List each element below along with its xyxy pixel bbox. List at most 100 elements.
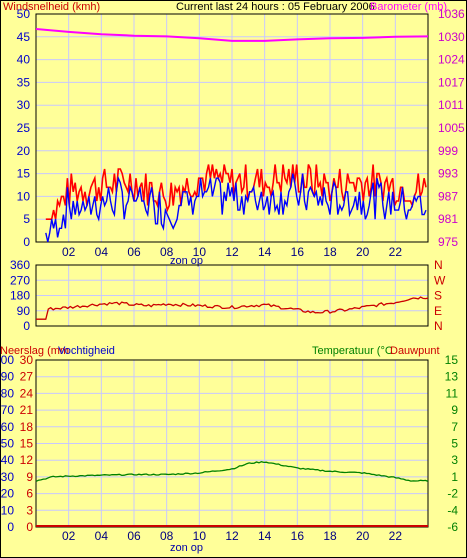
dewpoint-title: Dauwpunt (390, 345, 440, 357)
baro-tick-label: 981 (438, 212, 458, 226)
x-tick-label: 20 (356, 245, 370, 259)
temperature-tick-label: 13 (445, 370, 459, 384)
temperature-tick-label: 9 (451, 403, 458, 417)
wind-tick-label: 25 (17, 121, 31, 135)
baro-tick-label: 1011 (438, 98, 464, 112)
precip-tick-label: 6 (26, 487, 33, 501)
wind-tick-label: 5 (23, 212, 30, 226)
temperature-tick-label: -2 (447, 487, 458, 501)
humidity-tick-label: 50 (1, 437, 15, 451)
temperature-tick-label: 5 (451, 437, 458, 451)
precip-title: Neerslag (mm (0, 345, 70, 357)
panel-border (35, 13, 429, 243)
x-tick-label: 08 (160, 529, 174, 543)
x-tick-label: 04 (95, 529, 109, 543)
current-date-title: Current last 24 hours : 05 February 2006 (176, 1, 375, 13)
direction-tick-label: 0 (23, 319, 30, 333)
direction-tick-label: 180 (10, 289, 30, 303)
wind-tick-label: 15 (17, 167, 31, 181)
baro-tick-label: 1017 (438, 75, 465, 89)
humidity-tick-label: 20 (1, 487, 15, 501)
wind-title: Windsnelheid (kmh) (3, 1, 101, 13)
x-tick-label: 06 (127, 245, 141, 259)
sunrise-label-bottom: zon op (170, 542, 204, 554)
x-tick-label: 10 (193, 245, 207, 259)
x-tick-label: 18 (323, 529, 337, 543)
x-tick-label: 22 (389, 529, 403, 543)
precip-tick-label: 24 (20, 386, 34, 400)
wind-tick-label: 35 (17, 75, 31, 89)
baro-tick-label: 1005 (438, 121, 465, 135)
wind-average-line (45, 173, 427, 243)
precip-tick-label: 0 (26, 520, 33, 534)
barometer-title: Barometer (mb) (370, 1, 448, 13)
precip-tick-label: 12 (20, 453, 34, 467)
wind-tick-label: 20 (17, 144, 31, 158)
humidity-tick-label: 70 (1, 403, 15, 417)
humidity-tick-label: 100 (0, 353, 14, 367)
temperature-title: Temperatuur (°C (312, 345, 393, 357)
wind-tick-label: 50 (17, 7, 31, 21)
temperature-tick-label: 3 (451, 453, 458, 467)
x-tick-label: 22 (389, 245, 403, 259)
x-tick-label: 02 (62, 245, 76, 259)
precip-tick-label: 30 (20, 353, 34, 367)
temperature-tick-label: 15 (445, 353, 459, 367)
baro-tick-label: 999 (438, 144, 458, 158)
precip-tick-label: 27 (20, 370, 34, 384)
direction-tick-label: 90 (17, 304, 31, 318)
compass-tick-label: S (434, 289, 442, 303)
panel-border (35, 264, 429, 327)
x-tick-label: 10 (193, 529, 207, 543)
x-tick-label: 16 (291, 529, 305, 543)
humidity-tick-label: 30 (1, 470, 15, 484)
x-tick-label: 12 (225, 529, 239, 543)
temperature-tick-label: -6 (447, 520, 458, 534)
x-tick-label: 14 (258, 245, 272, 259)
barometer-line (35, 28, 429, 42)
x-tick-label: 14 (258, 529, 272, 543)
x-tick-label: 06 (127, 529, 141, 543)
x-tick-label: 02 (62, 529, 76, 543)
wind-tick-label: 0 (23, 235, 30, 249)
wind-tick-label: 45 (17, 30, 31, 44)
humidity-tick-label: 60 (1, 420, 15, 434)
sunrise-label-top: zon op (170, 255, 204, 267)
temperature-tick-label: 11 (446, 386, 459, 400)
direction-tick-label: 270 (10, 273, 30, 287)
baro-tick-label: 1036 (438, 7, 465, 21)
precip-tick-label: 18 (20, 420, 34, 434)
x-tick-label: 16 (291, 245, 305, 259)
temperature-tick-label: -4 (447, 503, 458, 517)
precip-tick-label: 9 (26, 470, 33, 484)
temperature-line (35, 461, 429, 483)
humidity-tick-label: 40 (1, 453, 15, 467)
x-tick-label: 20 (356, 529, 370, 543)
baro-tick-label: 1024 (438, 53, 465, 67)
humidity-tick-label: 90 (1, 370, 15, 384)
x-tick-label: 18 (323, 245, 337, 259)
x-tick-label: 04 (95, 245, 109, 259)
x-tick-label: 12 (225, 245, 239, 259)
precip-tick-label: 15 (20, 437, 34, 451)
wind-tick-label: 10 (17, 189, 31, 203)
precip-tick-label: 3 (26, 503, 33, 517)
compass-tick-label: N (434, 319, 443, 333)
humidity-title: Vochtigheid (58, 345, 115, 357)
baro-tick-label: 975 (438, 235, 458, 249)
humidity-tick-label: 80 (1, 386, 15, 400)
humidity-tick-label: 10 (1, 503, 15, 517)
compass-tick-label: N (434, 258, 443, 272)
compass-tick-label: W (434, 273, 446, 287)
wind-tick-label: 30 (17, 98, 31, 112)
wind-direction-line (36, 296, 429, 320)
temperature-tick-label: 1 (451, 470, 458, 484)
temperature-tick-label: 7 (451, 420, 458, 434)
precip-tick-label: 21 (20, 403, 34, 417)
baro-tick-label: 1030 (438, 30, 465, 44)
baro-tick-label: 987 (438, 189, 458, 203)
direction-tick-label: 360 (10, 258, 30, 272)
baro-tick-label: 993 (438, 167, 458, 181)
wind-tick-label: 40 (17, 53, 31, 67)
